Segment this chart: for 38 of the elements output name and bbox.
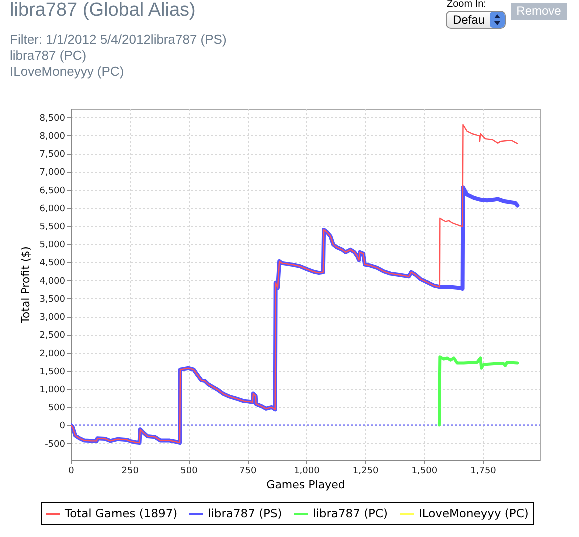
y-tick-label: 6,000: [40, 204, 66, 214]
x-tick-label: 0: [68, 466, 75, 476]
y-tick-label: 2,500: [40, 331, 66, 342]
text: Zoom In:: [447, 0, 486, 10]
x-axis-title: Games Played: [266, 478, 346, 492]
x-tick-label: 1,000: [294, 466, 320, 476]
y-tick-label: 5,500: [40, 222, 66, 232]
x-tick-label: 1,500: [412, 466, 438, 476]
y-tick-label: 1,500: [40, 367, 66, 378]
chart-subtitle: Filter: 1/1/2012 5/4/2012libra787 (PS) libra787 (PC) ILoveMoneyyy (PC): [10, 32, 227, 80]
y-tick-label: 4,500: [40, 258, 66, 269]
x-tick-label: 1,250: [352, 466, 379, 476]
y-tick-label: -500: [45, 440, 66, 450]
x-tick-label: 500: [180, 466, 198, 476]
y-tick-label: 7,500: [40, 150, 66, 160]
y-tick-label: 6,500: [40, 186, 66, 196]
x-tick-label: 250: [122, 466, 140, 476]
x-tick-label: 750: [239, 466, 257, 476]
legend-label: libra787 (PC): [313, 506, 388, 520]
chart-title: libra787 (Global Alias): [10, 0, 196, 22]
y-tick-label: 4,000: [40, 276, 66, 287]
legend-label: libra787 (PS): [208, 506, 282, 520]
y-tick-label: 8,000: [40, 132, 66, 142]
x-tick-label: 1,750: [470, 466, 497, 476]
legend-label: ILoveMoneyyy (PC): [419, 506, 529, 520]
y-tick-label: 0: [60, 422, 66, 432]
dropdown: Defau: [446, 11, 506, 29]
y-tick-label: 5,000: [40, 240, 66, 251]
y-tick-label: 3,000: [40, 313, 66, 324]
y-axis-title: Total Profit ($): [20, 246, 33, 324]
y-tick-label: 8,500: [40, 114, 66, 124]
y-tick-label: 3,500: [40, 294, 66, 305]
legend-label: Total Games (1897): [64, 506, 178, 520]
button: Remove: [511, 3, 567, 20]
y-tick-label: 2,000: [40, 349, 66, 360]
y-tick-label: 7,000: [40, 168, 66, 178]
y-tick-label: 500: [48, 404, 66, 414]
y-tick-label: 1,000: [40, 386, 66, 396]
